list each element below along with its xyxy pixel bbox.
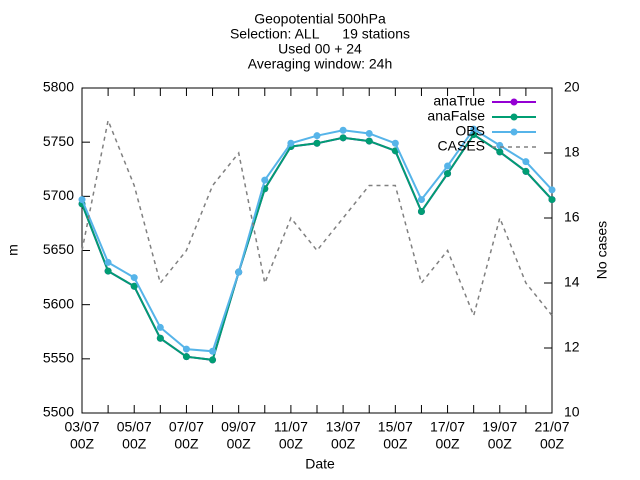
- x-tick-sublabel: 00Z: [540, 436, 565, 452]
- x-tick-label: 07/07: [169, 419, 204, 435]
- y-tick-label: 5500: [43, 404, 74, 420]
- x-tick-sublabel: 00Z: [122, 436, 147, 452]
- data-point: [313, 132, 321, 140]
- x-tick-label: 13/07: [326, 419, 361, 435]
- data-point: [130, 282, 138, 290]
- chart-title: Geopotential 500hPa: [254, 11, 386, 27]
- y2-tick-label: 20: [564, 79, 580, 95]
- y2-tick-label: 14: [564, 274, 580, 290]
- x-tick-label: 05/07: [117, 419, 152, 435]
- data-point: [235, 268, 243, 276]
- data-point: [104, 258, 112, 266]
- x-tick-sublabel: 00Z: [383, 436, 408, 452]
- data-point: [339, 134, 347, 142]
- legend-label: OBS: [455, 123, 485, 139]
- legend-label: anaTrue: [433, 93, 485, 109]
- legend-marker: [510, 113, 518, 121]
- x-tick-label: 03/07: [64, 419, 99, 435]
- data-point: [365, 137, 373, 145]
- chart-title: Selection: ALL 19 stations: [230, 26, 410, 42]
- legend-label: anaFalse: [427, 108, 485, 124]
- data-point: [313, 139, 321, 147]
- data-point: [156, 323, 164, 331]
- x-tick-label: 15/07: [378, 419, 413, 435]
- data-point: [417, 208, 425, 215]
- data-point: [496, 148, 504, 156]
- data-point: [365, 130, 373, 137]
- series-line: [81, 133, 553, 361]
- y2-tick-label: 10: [564, 404, 580, 420]
- y2-tick-label: 18: [564, 144, 580, 160]
- x-tick-sublabel: 00Z: [70, 436, 95, 452]
- chart-title: Used 00 + 24: [278, 41, 362, 57]
- legend-label: CASES: [438, 138, 485, 154]
- data-point: [209, 356, 217, 364]
- chart-title: Averaging window: 24h: [248, 56, 393, 72]
- data-point: [444, 162, 452, 170]
- data-point: [391, 139, 399, 147]
- y-axis-label: m: [5, 244, 21, 256]
- data-point: [522, 167, 530, 175]
- data-point: [522, 158, 530, 166]
- y-tick-label: 5750: [43, 133, 74, 149]
- data-point: [548, 186, 556, 194]
- data-point: [470, 125, 478, 133]
- data-point: [444, 170, 452, 178]
- x-tick-label: 17/07: [430, 419, 465, 435]
- data-point: [104, 267, 112, 275]
- x-tick-label: 19/07: [482, 419, 517, 435]
- x-tick-sublabel: 00Z: [488, 436, 513, 452]
- x-tick-sublabel: 00Z: [279, 436, 304, 452]
- series-line: [81, 127, 553, 353]
- data-point: [417, 196, 425, 204]
- legend-marker: [510, 98, 518, 106]
- y-tick-label: 5800: [43, 79, 74, 95]
- data-point: [182, 345, 190, 353]
- y-tick-label: 5700: [43, 187, 74, 203]
- y-tick-label: 5550: [43, 350, 74, 366]
- y2-tick-label: 16: [564, 209, 580, 225]
- x-tick-label: 11/07: [274, 419, 308, 435]
- data-point: [496, 141, 504, 149]
- x-tick-sublabel: 00Z: [435, 436, 460, 452]
- series-line: [81, 133, 553, 361]
- y2-tick-label: 12: [564, 339, 580, 355]
- data-point: [261, 176, 269, 184]
- y2-axis-label: No cases: [594, 221, 610, 279]
- x-tick-sublabel: 00Z: [174, 436, 199, 452]
- x-tick-label: 09/07: [221, 419, 256, 435]
- x-tick-sublabel: 00Z: [227, 436, 252, 452]
- data-point: [156, 334, 164, 342]
- data-point: [182, 353, 190, 361]
- legend-marker: [510, 128, 518, 136]
- y-tick-label: 5600: [43, 295, 74, 311]
- data-point: [130, 274, 138, 282]
- data-point: [339, 126, 347, 134]
- x-axis-label: Date: [305, 456, 335, 472]
- x-tick-label: 21/07: [534, 419, 569, 435]
- data-point: [548, 196, 556, 204]
- x-tick-sublabel: 00Z: [331, 436, 356, 452]
- data-point: [209, 347, 217, 355]
- data-point: [287, 139, 295, 147]
- data-point: [78, 196, 86, 204]
- y-tick-label: 5650: [43, 241, 74, 257]
